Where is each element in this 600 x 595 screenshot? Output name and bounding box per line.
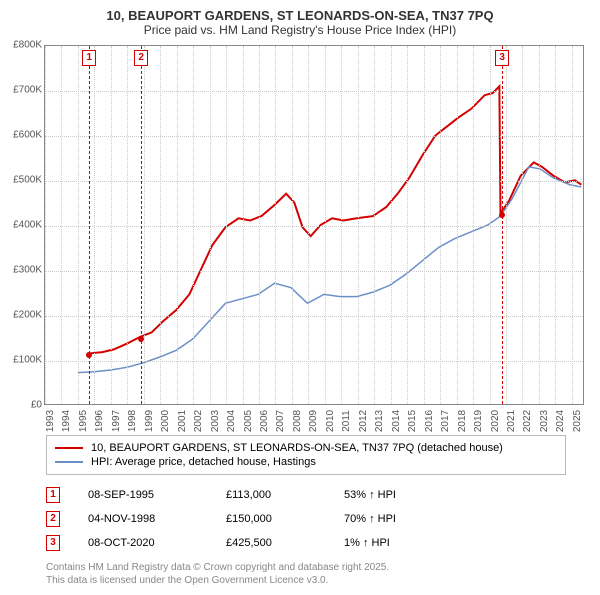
sale-price: £425,500 xyxy=(226,537,316,549)
x-tick-label: 2010 xyxy=(325,410,336,432)
sale-marker: 3 xyxy=(46,535,60,551)
x-tick-label: 2013 xyxy=(374,410,385,432)
y-tick-label: £200K xyxy=(4,310,42,321)
y-tick-label: £600K xyxy=(4,130,42,141)
sale-row: 3 08-OCT-2020 £425,500 1% ↑ HPI xyxy=(46,531,566,555)
sale-date: 04-NOV-1998 xyxy=(88,513,198,525)
plot-region: 1993199419951996199719981999200020012002… xyxy=(44,45,584,405)
sales-table: 1 08-SEP-1995 £113,000 53% ↑ HPI 2 04-NOV-199… xyxy=(46,483,566,555)
sale-marker: 1 xyxy=(46,487,60,503)
x-tick-label: 1994 xyxy=(61,410,72,432)
sale-marker-box: 1 xyxy=(82,50,96,66)
sale-price: £150,000 xyxy=(226,513,316,525)
x-tick-label: 1998 xyxy=(127,410,138,432)
sale-marker-dot xyxy=(138,336,144,342)
x-tick-label: 2011 xyxy=(341,410,352,432)
sale-marker-box: 3 xyxy=(495,50,509,66)
y-tick-label: £700K xyxy=(4,85,42,96)
x-tick-label: 2000 xyxy=(160,410,171,432)
x-tick-label: 2014 xyxy=(391,410,402,432)
series-line xyxy=(89,86,581,353)
x-tick-label: 1996 xyxy=(94,410,105,432)
x-tick-label: 2021 xyxy=(506,410,517,432)
x-tick-label: 2007 xyxy=(275,410,286,432)
x-tick-label: 2019 xyxy=(473,410,484,432)
legend-swatch xyxy=(55,461,83,463)
x-tick-label: 2020 xyxy=(490,410,501,432)
y-tick-label: £300K xyxy=(4,265,42,276)
chart-subtitle: Price paid vs. HM Land Registry's House … xyxy=(4,23,596,37)
x-tick-label: 2018 xyxy=(457,410,468,432)
legend-row: 10, BEAUPORT GARDENS, ST LEONARDS-ON-SEA… xyxy=(55,441,557,455)
sale-hpi-rel: 70% ↑ HPI xyxy=(344,513,464,525)
legend: 10, BEAUPORT GARDENS, ST LEONARDS-ON-SEA… xyxy=(46,435,566,475)
footer-line-2: This data is licensed under the Open Gov… xyxy=(46,574,596,587)
footer-line-1: Contains HM Land Registry data © Crown c… xyxy=(46,561,596,574)
x-tick-label: 2022 xyxy=(522,410,533,432)
chart-area: 1993199419951996199719981999200020012002… xyxy=(4,45,596,425)
sale-row: 1 08-SEP-1995 £113,000 53% ↑ HPI xyxy=(46,483,566,507)
chart-title: 10, BEAUPORT GARDENS, ST LEONARDS-ON-SEA… xyxy=(4,8,596,23)
x-tick-label: 2025 xyxy=(572,410,583,432)
x-tick-label: 2002 xyxy=(193,410,204,432)
chart-container: 10, BEAUPORT GARDENS, ST LEONARDS-ON-SEA… xyxy=(0,0,600,595)
x-tick-label: 2003 xyxy=(210,410,221,432)
y-tick-label: £500K xyxy=(4,175,42,186)
y-tick-label: £800K xyxy=(4,40,42,51)
legend-label: HPI: Average price, detached house, Hast… xyxy=(91,456,316,468)
x-tick-label: 2016 xyxy=(424,410,435,432)
x-tick-label: 2008 xyxy=(292,410,303,432)
y-tick-label: £0 xyxy=(4,400,42,411)
sale-marker-box: 2 xyxy=(134,50,148,66)
x-tick-label: 2005 xyxy=(243,410,254,432)
x-tick-label: 1995 xyxy=(78,410,89,432)
x-tick-label: 1993 xyxy=(45,410,56,432)
sale-date: 08-SEP-1995 xyxy=(88,489,198,501)
x-tick-label: 1997 xyxy=(111,410,122,432)
sale-marker-dot xyxy=(86,352,92,358)
sale-hpi-rel: 53% ↑ HPI xyxy=(344,489,464,501)
y-tick-label: £100K xyxy=(4,355,42,366)
x-tick-label: 2017 xyxy=(440,410,451,432)
x-tick-label: 2012 xyxy=(358,410,369,432)
x-tick-label: 1999 xyxy=(144,410,155,432)
legend-label: 10, BEAUPORT GARDENS, ST LEONARDS-ON-SEA… xyxy=(91,442,503,454)
footer-attribution: Contains HM Land Registry data © Crown c… xyxy=(46,561,596,587)
y-tick-label: £400K xyxy=(4,220,42,231)
sale-marker-dot xyxy=(499,212,505,218)
x-tick-label: 2024 xyxy=(555,410,566,432)
x-tick-label: 2006 xyxy=(259,410,270,432)
sale-row: 2 04-NOV-1998 £150,000 70% ↑ HPI xyxy=(46,507,566,531)
x-tick-label: 2015 xyxy=(407,410,418,432)
sale-marker: 2 xyxy=(46,511,60,527)
legend-swatch xyxy=(55,447,83,449)
x-tick-label: 2009 xyxy=(308,410,319,432)
x-tick-label: 2023 xyxy=(539,410,550,432)
sale-hpi-rel: 1% ↑ HPI xyxy=(344,537,464,549)
sale-date: 08-OCT-2020 xyxy=(88,537,198,549)
sale-price: £113,000 xyxy=(226,489,316,501)
x-tick-label: 2004 xyxy=(226,410,237,432)
x-tick-label: 2001 xyxy=(177,410,188,432)
legend-row: HPI: Average price, detached house, Hast… xyxy=(55,455,557,469)
